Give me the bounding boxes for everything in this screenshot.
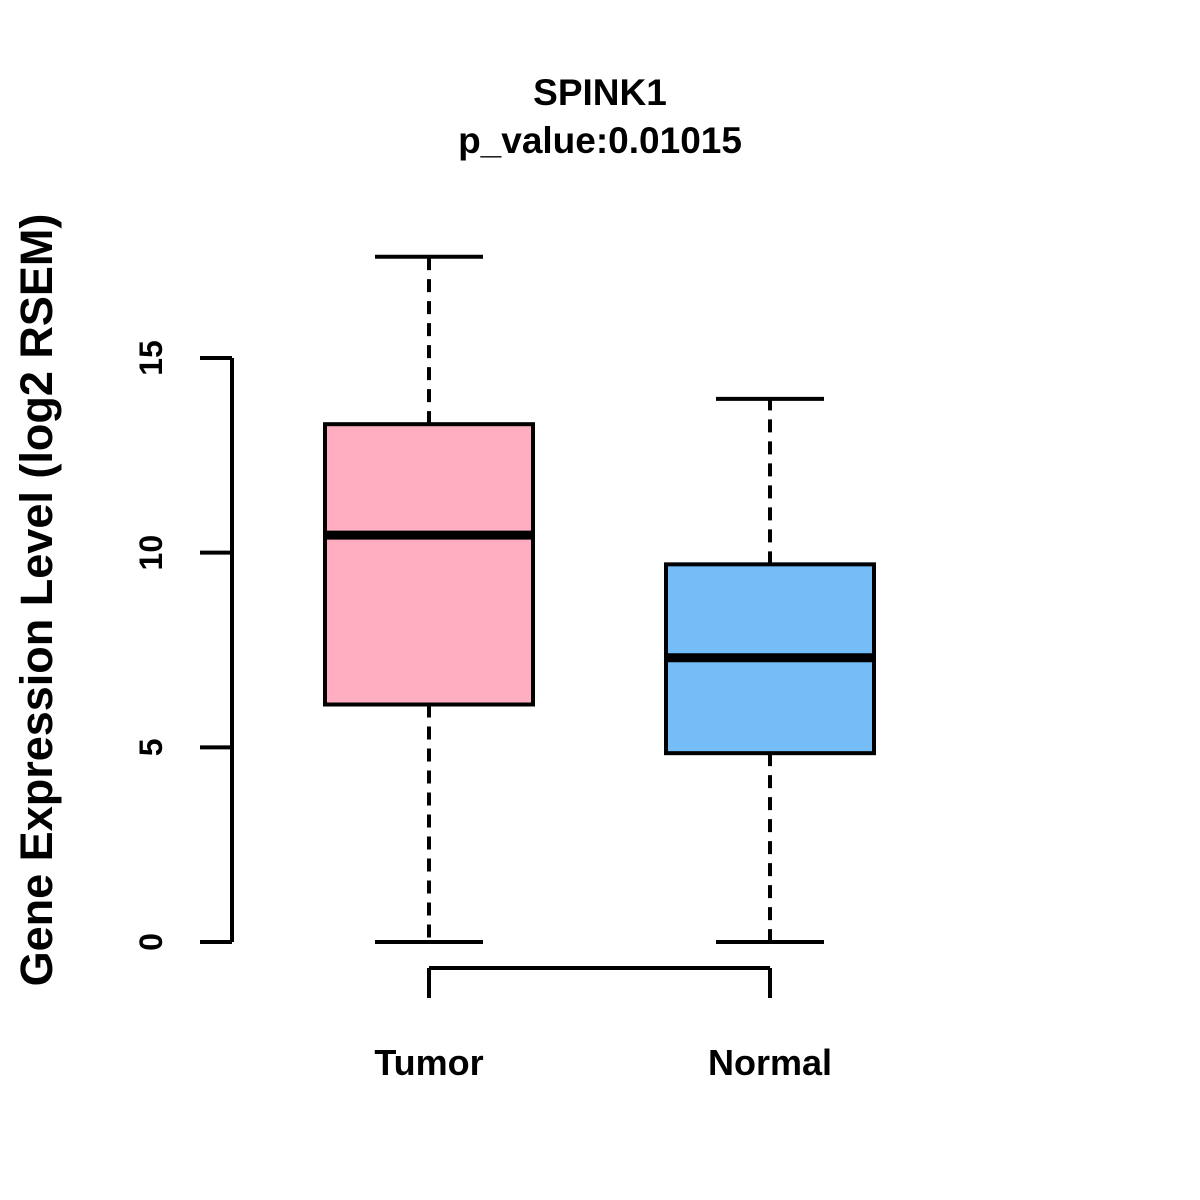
y-tick-label: 10: [133, 535, 169, 571]
chart-subtitle: p_value:0.01015: [458, 120, 742, 161]
x-category-label-tumor: Tumor: [374, 1042, 483, 1083]
y-tick-label: 0: [133, 933, 169, 951]
y-tick-label: 15: [133, 340, 169, 376]
x-category-label-normal: Normal: [708, 1042, 832, 1083]
y-axis-label: Gene Expression Level (log2 RSEM): [11, 214, 62, 987]
plot-layer: 0 5 10 15 Tumor Normal: [133, 254, 876, 1083]
y-tick-label: 5: [133, 738, 169, 756]
chart-title: SPINK1: [533, 72, 667, 113]
box-tumor: [323, 422, 535, 707]
